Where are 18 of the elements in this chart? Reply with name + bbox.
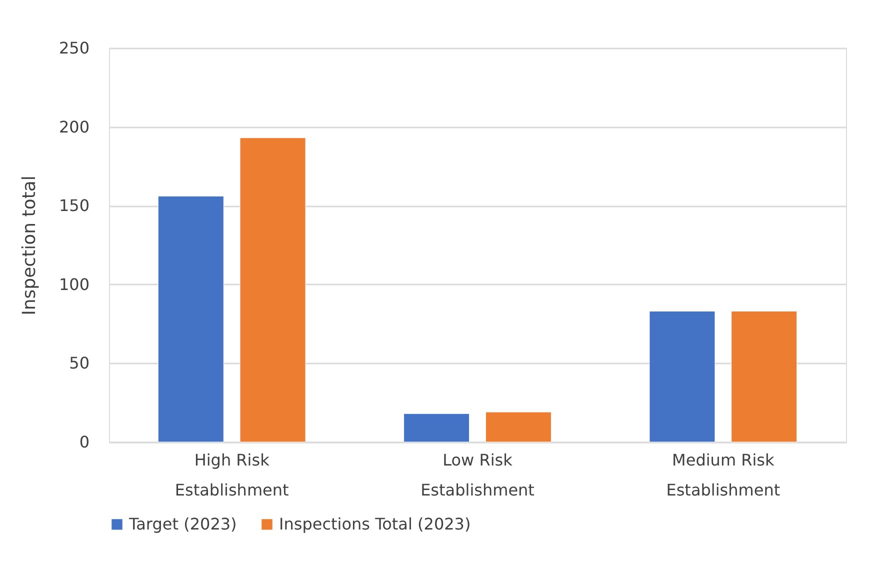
x-tick-label: High Risk Establishment bbox=[174, 450, 289, 500]
bar bbox=[158, 196, 224, 442]
x-tick-label: Low Risk Establishment bbox=[420, 450, 534, 500]
x-tick-label: Medium Risk Establishment bbox=[666, 450, 780, 500]
legend-label: Target (2023) bbox=[128, 514, 237, 534]
bar bbox=[485, 412, 552, 442]
y-tick-label: 250 bbox=[58, 38, 90, 58]
y-tick-label: 50 bbox=[69, 354, 90, 373]
y-tick-label: 0 bbox=[79, 432, 90, 452]
y-tick-label: 200 bbox=[58, 117, 90, 136]
y-axis-title: Inspection total bbox=[18, 176, 40, 316]
bar bbox=[404, 413, 470, 442]
y-tick-label: 100 bbox=[58, 274, 90, 294]
bar bbox=[649, 310, 716, 442]
y-tick-label: 150 bbox=[58, 196, 90, 216]
bar bbox=[240, 138, 306, 442]
legend-label: Inspections Total (2023) bbox=[279, 514, 471, 534]
bar bbox=[731, 310, 798, 442]
